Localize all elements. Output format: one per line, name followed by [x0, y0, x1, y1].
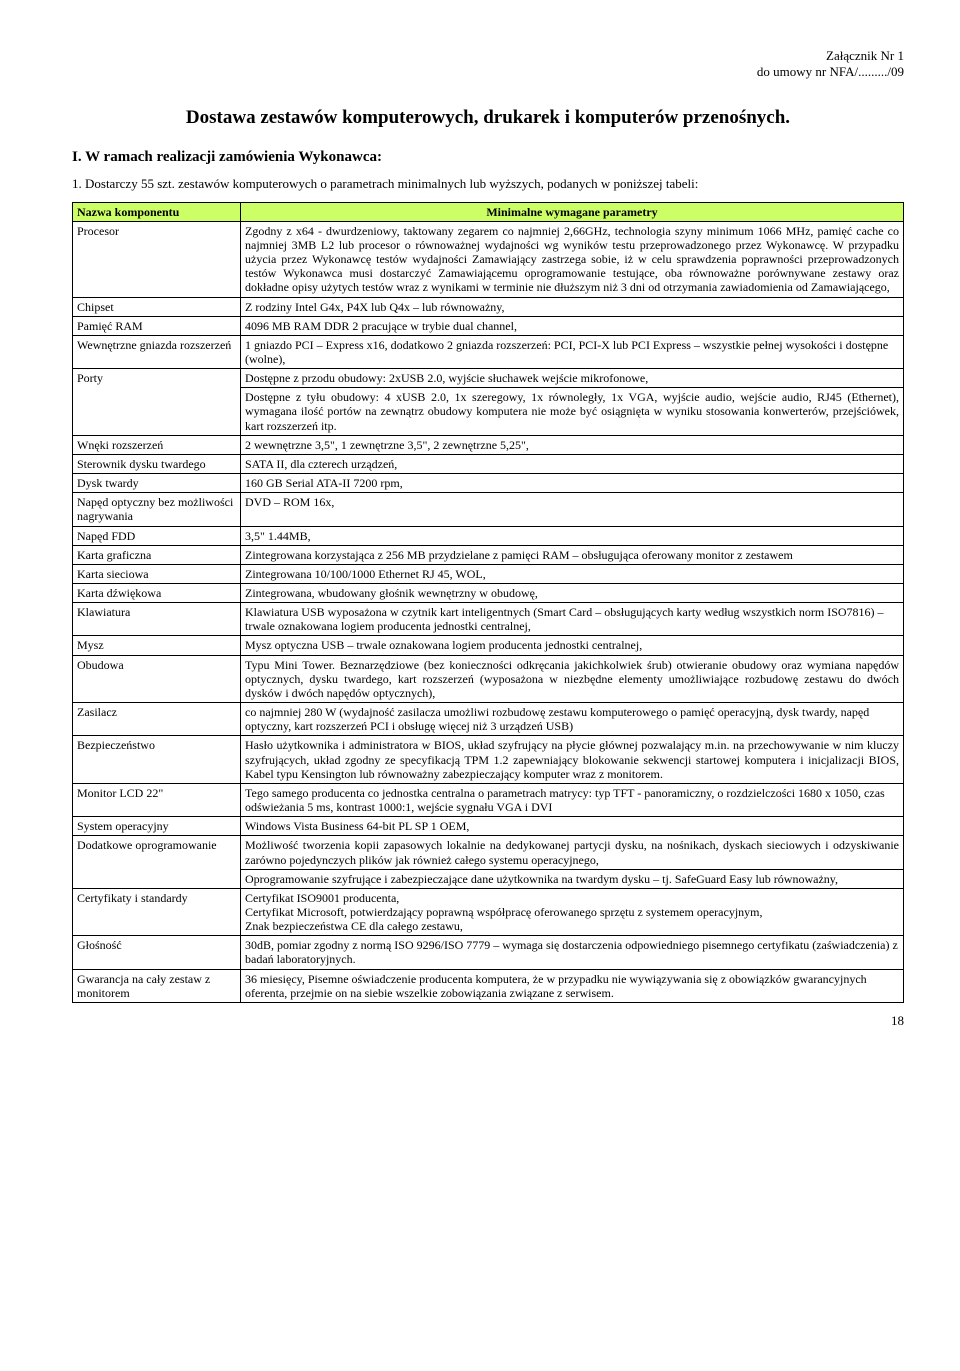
table-row: Wnęki rozszerzeń2 wewnętrzne 3,5", 1 zew… [73, 435, 904, 454]
table-row: MyszMysz optyczna USB – trwale oznakowan… [73, 636, 904, 655]
table-row: Karta sieciowaZintegrowana 10/100/1000 E… [73, 564, 904, 583]
component-params: Zintegrowana, wbudowany głośnik wewnętrz… [241, 584, 904, 603]
table-row: ObudowaTypu Mini Tower. Beznarzędziowe (… [73, 655, 904, 702]
table-row: Certyfikaty i standardyCertyfikat ISO900… [73, 888, 904, 935]
component-name: Sterownik dysku twardego [73, 454, 241, 473]
component-params: Zintegrowana korzystająca z 256 MB przyd… [241, 545, 904, 564]
component-name: Chipset [73, 297, 241, 316]
component-name: Mysz [73, 636, 241, 655]
component-params: 30dB, pomiar zgodny z normą ISO 9296/ISO… [241, 936, 904, 969]
col-header-component: Nazwa komponentu [73, 202, 241, 221]
table-row: Zasilaczco najmniej 280 W (wydajność zas… [73, 703, 904, 736]
component-name: Napęd optyczny bez możliwości nagrywania [73, 493, 241, 526]
component-name: Pamięć RAM [73, 316, 241, 335]
component-params: Hasło użytkownika i administratora w BIO… [241, 736, 904, 783]
page-title: Dostawa zestawów komputerowych, drukarek… [72, 107, 904, 130]
table-row: Wewnętrzne gniazda rozszerzeń1 gniazdo P… [73, 335, 904, 368]
attachment-line2: do umowy nr NFA/........./09 [72, 64, 904, 80]
table-row: ProcesorZgodny z x64 - dwurdzeniowy, tak… [73, 221, 904, 297]
component-params: Certyfikat ISO9001 producenta,Certyfikat… [241, 888, 904, 935]
component-name: System operacyjny [73, 817, 241, 836]
component-params: DVD – ROM 16x, [241, 493, 904, 526]
component-params: Dostępne z przodu obudowy: 2xUSB 2.0, wy… [241, 369, 904, 388]
table-row: Dodatkowe oprogramowanieMożliwość tworze… [73, 836, 904, 869]
component-params: co najmniej 280 W (wydajność zasilacza u… [241, 703, 904, 736]
component-name: Wnęki rozszerzeń [73, 435, 241, 454]
component-name: Zasilacz [73, 703, 241, 736]
component-name: Porty [73, 369, 241, 436]
component-params: Oprogramowanie szyfrujące i zabezpieczaj… [241, 869, 904, 888]
attachment-line1: Załącznik Nr 1 [72, 48, 904, 64]
table-row: Napęd FDD3,5" 1.44MB, [73, 526, 904, 545]
component-params: Zgodny z x64 - dwurdzeniowy, taktowany z… [241, 221, 904, 297]
component-name: Napęd FDD [73, 526, 241, 545]
table-row: ChipsetZ rodziny Intel G4x, P4X lub Q4x … [73, 297, 904, 316]
table-row: Monitor LCD 22"Tego samego producenta co… [73, 783, 904, 816]
component-params: 2 wewnętrzne 3,5", 1 zewnętrzne 3,5", 2 … [241, 435, 904, 454]
component-name: Klawiatura [73, 603, 241, 636]
component-name: Monitor LCD 22" [73, 783, 241, 816]
spec-table: Nazwa komponentu Minimalne wymagane para… [72, 202, 904, 1003]
component-params: Windows Vista Business 64-bit PL SP 1 OE… [241, 817, 904, 836]
component-params: Klawiatura USB wyposażona w czytnik kart… [241, 603, 904, 636]
table-row: Głośność30dB, pomiar zgodny z normą ISO … [73, 936, 904, 969]
table-row: Sterownik dysku twardegoSATA II, dla czt… [73, 454, 904, 473]
table-row: KlawiaturaKlawiatura USB wyposażona w cz… [73, 603, 904, 636]
section-heading: I. W ramach realizacji zamówienia Wykona… [72, 148, 904, 166]
component-name: Karta graficzna [73, 545, 241, 564]
page-number: 18 [72, 1013, 904, 1029]
component-params: SATA II, dla czterech urządzeń, [241, 454, 904, 473]
component-params: 160 GB Serial ATA-II 7200 rpm, [241, 474, 904, 493]
intro-paragraph: 1. Dostarczy 55 szt. zestawów komputerow… [72, 176, 904, 192]
component-name: Bezpieczeństwo [73, 736, 241, 783]
component-params: 36 miesięcy, Pisemne oświadczenie produc… [241, 969, 904, 1002]
component-name: Dysk twardy [73, 474, 241, 493]
component-name: Obudowa [73, 655, 241, 702]
component-params: 1 gniazdo PCI – Express x16, dodatkowo 2… [241, 335, 904, 368]
component-name: Wewnętrzne gniazda rozszerzeń [73, 335, 241, 368]
component-name: Karta sieciowa [73, 564, 241, 583]
table-row: Dysk twardy160 GB Serial ATA-II 7200 rpm… [73, 474, 904, 493]
attachment-header: Załącznik Nr 1 do umowy nr NFA/.........… [72, 48, 904, 79]
col-header-params: Minimalne wymagane parametry [241, 202, 904, 221]
table-row: System operacyjnyWindows Vista Business … [73, 817, 904, 836]
table-row: Pamięć RAM4096 MB RAM DDR 2 pracujące w … [73, 316, 904, 335]
table-header-row: Nazwa komponentu Minimalne wymagane para… [73, 202, 904, 221]
component-params: 4096 MB RAM DDR 2 pracujące w trybie dua… [241, 316, 904, 335]
component-params: Zintegrowana 10/100/1000 Ethernet RJ 45,… [241, 564, 904, 583]
table-row: Karta dźwiękowaZintegrowana, wbudowany g… [73, 584, 904, 603]
component-params: 3,5" 1.44MB, [241, 526, 904, 545]
component-name: Gwarancja na cały zestaw z monitorem [73, 969, 241, 1002]
component-params: Typu Mini Tower. Beznarzędziowe (bez kon… [241, 655, 904, 702]
component-params: Mysz optyczna USB – trwale oznakowana lo… [241, 636, 904, 655]
component-params: Tego samego producenta co jednostka cent… [241, 783, 904, 816]
component-name: Karta dźwiękowa [73, 584, 241, 603]
component-name: Głośność [73, 936, 241, 969]
table-row: PortyDostępne z przodu obudowy: 2xUSB 2.… [73, 369, 904, 388]
component-params: Możliwość tworzenia kopii zapasowych lok… [241, 836, 904, 869]
table-row: BezpieczeństwoHasło użytkownika i admini… [73, 736, 904, 783]
component-name: Dodatkowe oprogramowanie [73, 836, 241, 888]
table-row: Karta graficznaZintegrowana korzystająca… [73, 545, 904, 564]
component-name: Procesor [73, 221, 241, 297]
component-name: Certyfikaty i standardy [73, 888, 241, 935]
component-params: Z rodziny Intel G4x, P4X lub Q4x – lub r… [241, 297, 904, 316]
table-row: Napęd optyczny bez możliwości nagrywania… [73, 493, 904, 526]
table-row: Gwarancja na cały zestaw z monitorem36 m… [73, 969, 904, 1002]
component-params: Dostępne z tyłu obudowy: 4 xUSB 2.0, 1x … [241, 388, 904, 435]
